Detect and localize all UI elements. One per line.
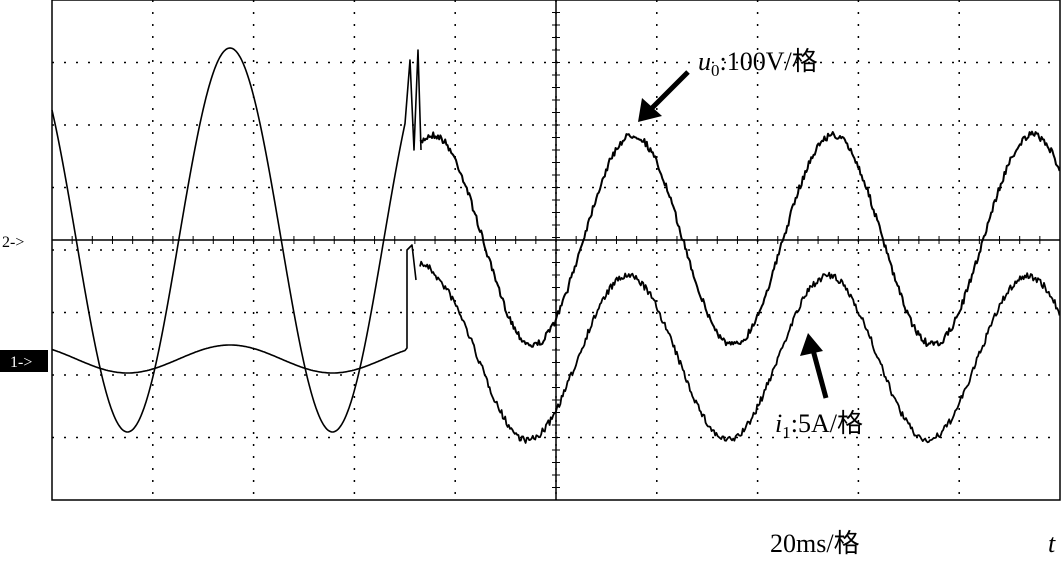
voltage-subscript: 0 <box>711 61 720 80</box>
current-scale: :5A/格 <box>791 409 863 438</box>
waveforms <box>51 47 1061 444</box>
time-scale: 20ms/格 <box>770 529 860 558</box>
arrow-voltage <box>648 70 690 112</box>
current-wave-pre <box>51 244 417 374</box>
arrow-voltage-head <box>638 98 662 122</box>
voltage-symbol: u <box>698 47 711 76</box>
voltage-wave-pre <box>51 47 422 433</box>
current-wave <box>419 260 1061 444</box>
current-label: i1:5A/格 <box>775 409 863 442</box>
voltage-scale: :100V/格 <box>720 47 818 76</box>
marker-2: 2-> <box>2 234 24 251</box>
marker-1: 1-> <box>10 354 32 371</box>
time-axis: t <box>1048 529 1056 558</box>
marker-1-box <box>0 350 48 372</box>
current-symbol: i <box>775 409 782 438</box>
current-subscript: 1 <box>782 423 791 442</box>
voltage-wave <box>419 130 1061 348</box>
voltage-label: u0:100V/格 <box>698 47 818 80</box>
arrow-current-head <box>800 333 823 356</box>
arrow-current <box>810 349 829 399</box>
